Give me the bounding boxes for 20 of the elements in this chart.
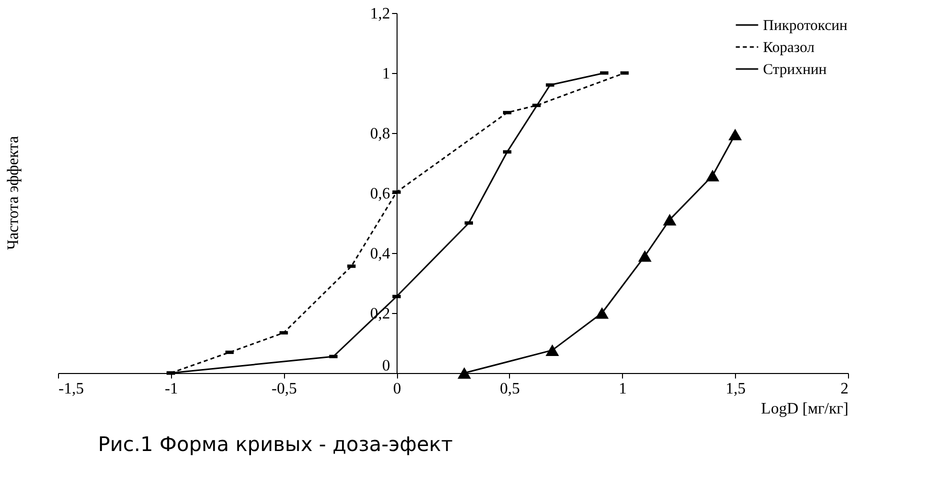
y-tick-label: 1 [382, 66, 390, 82]
x-tick-label: -1 [164, 380, 178, 398]
legend-label: Стрихнин [763, 62, 827, 78]
x-tick-label: 1,5 [726, 380, 746, 398]
x-tick-label: 1 [618, 380, 627, 398]
x-axis-title: LogD [мг/кг] [761, 400, 848, 418]
y-tick-label: 0 [382, 358, 390, 374]
legend-label: Пикротоксин [763, 18, 848, 34]
x-tick-label: 2 [840, 380, 848, 398]
y-tick-label: 0,8 [370, 126, 390, 142]
y-axis-title: Частота эффекта [5, 136, 22, 250]
x-tick-label: 0,5 [500, 380, 520, 398]
y-tick-label: 1,2 [370, 6, 390, 22]
y-tick-label: 0,4 [370, 246, 390, 262]
y-tick-label: 0,6 [370, 186, 390, 202]
x-tick-label: -1,5 [58, 380, 84, 398]
text: Рис.1 Форма кривых - доза-эфект [98, 432, 454, 456]
x-tick-label: 0 [393, 380, 402, 398]
x-tick-label: -0,5 [272, 380, 297, 398]
legend-label: Коразол [763, 40, 816, 56]
